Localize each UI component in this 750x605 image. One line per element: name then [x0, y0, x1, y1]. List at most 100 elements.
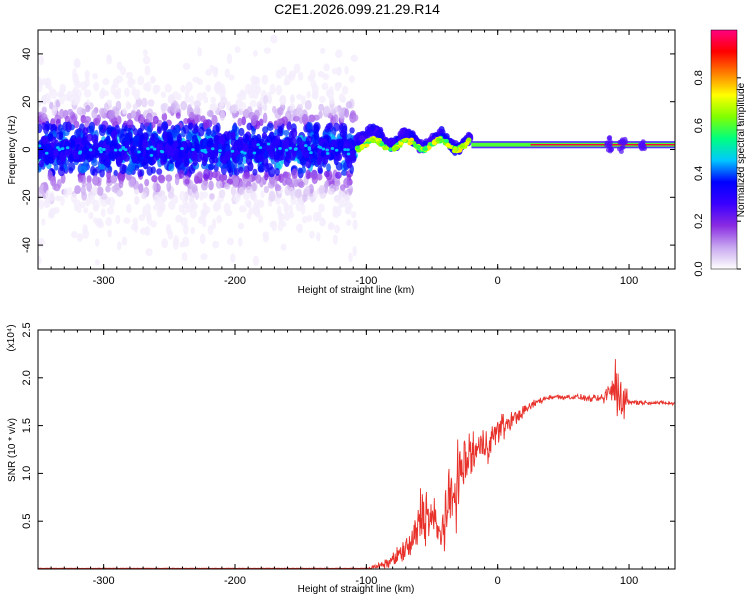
- spectrogram-cell: [320, 47, 326, 54]
- spectrogram-cell: [325, 123, 333, 130]
- spectrogram-cell: [89, 125, 95, 136]
- spectrogram-cell: [318, 203, 325, 213]
- spectrogram-cell: [328, 95, 335, 105]
- spectrogram-cell: [150, 75, 155, 85]
- spectrogram-cell: [93, 82, 100, 92]
- spectrogram-cell: [323, 170, 330, 178]
- spectrogram-cell: [38, 199, 45, 210]
- spectrogram-cell: [119, 133, 126, 145]
- spectrogram-cell: [281, 176, 288, 187]
- spectrogram-cell: [150, 145, 154, 149]
- spectrogram-cell: [352, 219, 358, 231]
- spectrogram-cell: [160, 91, 167, 98]
- spectrogram-cell: [207, 224, 214, 236]
- spectrogram-cell: [202, 119, 210, 130]
- spectrogram-cell: [640, 143, 646, 149]
- spectrogram-cell: [168, 163, 175, 172]
- spectrogram-cell: [346, 219, 352, 227]
- spectrogram-cell: [144, 203, 151, 214]
- spectrogram-cell: [311, 84, 319, 95]
- spectrogram-cell: [105, 185, 111, 193]
- spectrogram-cell: [271, 220, 278, 232]
- spectrogram-cell: [278, 147, 282, 151]
- spectrogram-cell: [295, 149, 303, 160]
- spectrogram-cell: [246, 201, 252, 209]
- spectrogram-cell: [145, 211, 152, 221]
- spectrogram-cell: [252, 255, 260, 266]
- spectrogram-cell: [86, 133, 93, 142]
- colorbar-tick-label: 0.4: [693, 166, 705, 181]
- spectrogram-cell: [252, 50, 258, 57]
- spectrogram-cell: [317, 70, 325, 78]
- spectrogram-cell: [240, 150, 244, 154]
- spectrogram-cell: [251, 139, 258, 149]
- spectrogram-cell: [53, 183, 61, 192]
- spectrogram-cell: [94, 259, 100, 266]
- spectrogram-cell: [86, 175, 92, 184]
- spectrogram-cell: [184, 89, 190, 98]
- spectrogram-cell: [335, 171, 342, 179]
- spectrogram-cell: [53, 149, 59, 157]
- spectrogram-cell: [238, 166, 244, 174]
- spectrogram-cell: [167, 229, 174, 240]
- spectrogram-cell: [312, 190, 318, 200]
- spectrogram-marks: [38, 34, 675, 266]
- spectrogram-cell: [191, 183, 198, 193]
- spectrogram-cell: [194, 114, 202, 123]
- spectrogram-cell: [144, 178, 150, 187]
- spectrogram-cell: [366, 129, 373, 137]
- spectrogram-cell: [334, 224, 340, 234]
- spectrogram-cell: [92, 73, 99, 80]
- spectrogram-cell: [322, 155, 329, 165]
- spectrogram-cell: [157, 174, 165, 182]
- spectrogram-cell: [172, 140, 179, 149]
- spectrogram-cell: [200, 208, 208, 216]
- spectrogram-cell: [336, 152, 343, 162]
- spectrogram-cell: [142, 139, 149, 149]
- spectrogram-cell: [152, 147, 157, 151]
- spectrogram-cell: [99, 152, 107, 161]
- spectrogram-cell: [126, 119, 134, 129]
- spectrogram-cell: [344, 108, 350, 118]
- spectrogram-cell: [340, 191, 347, 202]
- spectrogram-cell: [230, 186, 237, 196]
- spectrogram-cell: [325, 151, 330, 155]
- spectrogram-cell: [618, 148, 624, 154]
- spectrogram-cell: [92, 199, 100, 210]
- spectrogram-cell: [316, 232, 321, 242]
- spectrogram-cell: [138, 214, 146, 222]
- spectrogram-cell: [38, 123, 43, 134]
- spectrogram-cell: [164, 83, 172, 93]
- spectrogram-cell: [288, 146, 293, 150]
- spectrogram-cell: [224, 68, 231, 78]
- spectrogram-cell: [346, 152, 351, 156]
- spectrogram-cell: [607, 143, 613, 149]
- spectrogram-cell: [124, 87, 130, 98]
- spectrogram-cell: [40, 145, 47, 154]
- spectrogram-cell: [137, 114, 146, 125]
- spectrogram-cell: [134, 89, 141, 97]
- spectrogram-cell: [137, 150, 141, 154]
- spectrogram-cell: [399, 127, 406, 135]
- spectrogram-cell: [344, 65, 349, 75]
- spectrogram-cell: [224, 150, 231, 161]
- spectrogram-cell: [330, 146, 335, 150]
- spectrogram-cell: [323, 63, 330, 72]
- spectrogram-cell: [307, 146, 312, 150]
- spectrogram-cell: [439, 138, 445, 143]
- spectrogram-y-ticks: -40 -20 0 20 40: [21, 48, 675, 253]
- spectrogram-cell: [122, 107, 128, 115]
- spectrogram-cell: [58, 97, 65, 105]
- spectrogram-cell: [284, 211, 291, 221]
- spectrogram-cell: [141, 192, 147, 200]
- spectrogram-cell: [146, 147, 150, 151]
- spectrogram-cell: [277, 126, 284, 134]
- spectrogram-cell: [245, 186, 253, 194]
- spectrogram-cell: [81, 136, 88, 147]
- spectrogram-cell: [189, 95, 194, 106]
- spectrogram-cell: [38, 55, 45, 66]
- spectrogram-cell: [189, 111, 195, 121]
- spectrogram-cell: [218, 149, 222, 153]
- spectrogram-cell: [243, 172, 251, 180]
